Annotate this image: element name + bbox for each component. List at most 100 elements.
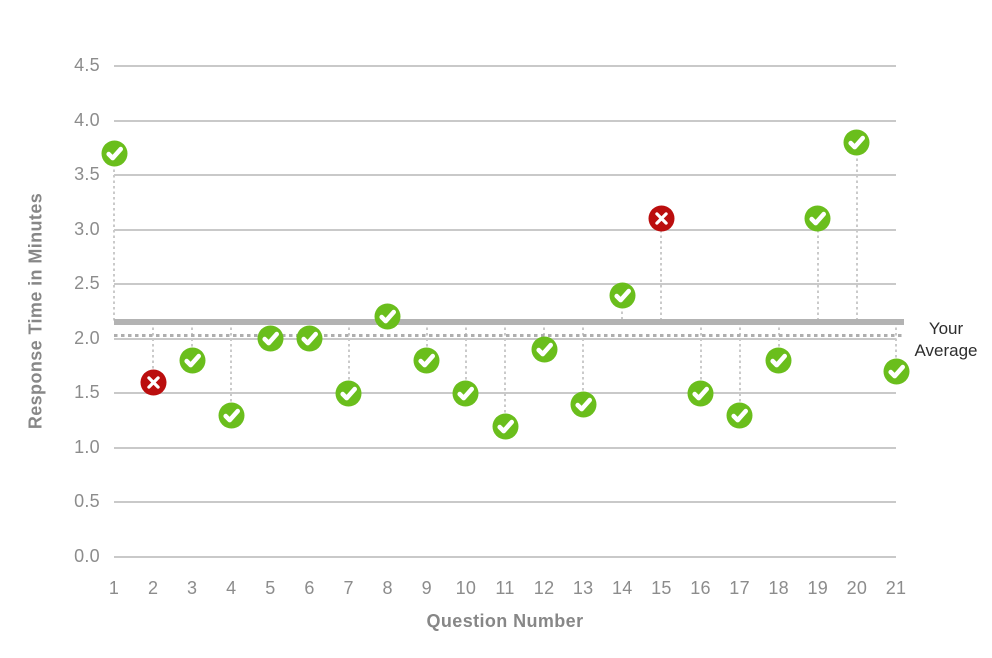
gridline-y-3.5: [114, 174, 896, 177]
check-icon: [223, 408, 240, 423]
reference-average-line: [114, 319, 904, 326]
x-tick-label: 3: [187, 578, 198, 598]
check-icon: [731, 408, 749, 423]
check-icon: [575, 397, 592, 412]
x-tick-label: 19: [807, 578, 829, 598]
check-icon: [262, 332, 279, 346]
x-tick-label: 11: [495, 578, 515, 598]
your-average-line: [114, 334, 904, 337]
x-tick-label: 9: [421, 578, 432, 598]
stem-q3: [191, 322, 194, 361]
x-icon: [655, 212, 668, 225]
stem-q2: [152, 322, 155, 383]
x-tick-label: 13: [572, 578, 594, 598]
data-point-q6-correct[interactable]: [296, 325, 323, 352]
y-tick-label: 0.5: [74, 491, 100, 512]
check-icon: [614, 288, 631, 303]
stem-q16: [699, 322, 702, 394]
x-tick-label: 18: [768, 578, 789, 598]
stem-q10: [464, 322, 467, 394]
data-point-q11-correct[interactable]: [492, 413, 519, 440]
x-tick-label: 1: [108, 578, 120, 598]
data-point-q12-correct[interactable]: [531, 336, 558, 363]
stem-q7: [347, 322, 350, 394]
data-point-q20-correct[interactable]: [843, 129, 870, 156]
your-average-label: Your Average: [914, 319, 978, 360]
check-icon: [184, 353, 201, 368]
gridline-y-2.5: [114, 283, 896, 286]
x-axis-title: Question Number: [426, 611, 584, 631]
data-point-q13-correct[interactable]: [570, 391, 597, 418]
data-point-q4-correct[interactable]: [218, 402, 245, 429]
gridline-y-0.0: [114, 556, 896, 558]
stem-q19: [816, 218, 819, 323]
stem-q17: [738, 322, 741, 416]
data-point-q1-correct[interactable]: [101, 140, 128, 167]
x-tick-label: 14: [611, 578, 633, 598]
y-tick-label: 3.0: [74, 218, 100, 239]
data-point-q10-correct[interactable]: [452, 380, 479, 407]
check-icon: [535, 342, 553, 357]
x-tick-label: 7: [343, 578, 354, 598]
data-point-q14-correct[interactable]: [609, 282, 636, 309]
y-tick-label: 4.5: [74, 55, 100, 75]
check-icon: [105, 146, 123, 161]
y-tick-label: 2.5: [74, 273, 100, 294]
gridline-y-0.5: [114, 501, 896, 504]
x-tick-label: 2: [147, 578, 159, 598]
data-point-q8-correct[interactable]: [374, 303, 401, 330]
gridline-y-4.5: [114, 65, 896, 67]
x-tick-label: 17: [729, 578, 750, 598]
check-icon: [692, 386, 709, 401]
gridline-y-1.0: [114, 446, 896, 449]
y-tick-label: 1.5: [74, 382, 100, 403]
y-tick-label: 4.0: [74, 109, 100, 130]
check-icon: [770, 353, 788, 368]
check-icon: [848, 135, 866, 150]
data-point-q18-correct[interactable]: [765, 347, 792, 374]
x-tick-label: 6: [304, 578, 315, 598]
y-tick-label: 3.5: [74, 164, 100, 185]
data-point-q5-correct[interactable]: [257, 325, 284, 352]
data-point-q21-correct[interactable]: [883, 358, 910, 385]
check-icon: [887, 364, 905, 379]
data-point-q19-correct[interactable]: [804, 205, 831, 232]
stem-q9: [425, 322, 428, 361]
stem-q15: [660, 218, 663, 323]
stem-q13: [582, 322, 585, 405]
y-tick-label: 0.0: [74, 546, 100, 566]
check-icon: [809, 212, 827, 226]
check-icon: [301, 332, 318, 346]
check-icon: [418, 353, 436, 368]
check-icon: [379, 310, 397, 324]
check-icon: [457, 386, 475, 401]
x-tick-label: 15: [651, 578, 672, 598]
stem-q21: [895, 322, 897, 372]
gridline-y-3.0: [114, 228, 896, 231]
data-point-q17-correct[interactable]: [726, 402, 753, 429]
plot-area: 4.5 4.0 3.5 3.0 2.5 2.0 1.5 1.0 0.5 0.0 1 2 3 4 5 6 7 8 9 1…: [74, 55, 909, 598]
x-icon: [146, 376, 160, 389]
x-tick-label: 8: [382, 578, 393, 598]
stem-q11: [504, 322, 506, 427]
stem-q1: [113, 153, 115, 323]
check-icon: [340, 386, 358, 401]
data-point-q15-incorrect[interactable]: [648, 205, 675, 232]
stem-q18: [777, 322, 780, 361]
stem-q20: [855, 142, 858, 323]
x-tick-label: 5: [265, 578, 276, 598]
stem-q4: [230, 322, 233, 416]
data-point-q2-incorrect[interactable]: [140, 369, 167, 396]
x-tick-label: 10: [455, 578, 477, 598]
x-tick-label: 20: [846, 578, 868, 598]
stem-q14: [621, 295, 624, 323]
data-point-q3-correct[interactable]: [179, 347, 206, 374]
x-tick-label: 4: [226, 578, 237, 598]
data-point-q7-correct[interactable]: [335, 380, 362, 407]
x-tick-label: 21: [885, 578, 907, 598]
data-point-q16-correct[interactable]: [687, 380, 714, 407]
y-tick-label: 2.0: [74, 327, 100, 348]
y-tick-label: 1.0: [74, 436, 100, 457]
check-icon: [496, 419, 514, 433]
data-point-q9-correct[interactable]: [413, 347, 440, 374]
